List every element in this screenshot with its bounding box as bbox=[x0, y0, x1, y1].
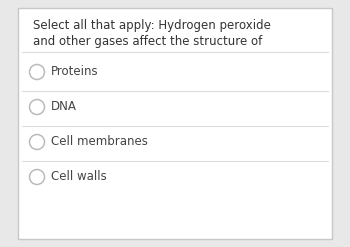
Text: Select all that apply: Hydrogen peroxide: Select all that apply: Hydrogen peroxide bbox=[33, 19, 271, 32]
Circle shape bbox=[29, 100, 44, 115]
Circle shape bbox=[29, 64, 44, 80]
Circle shape bbox=[29, 169, 44, 185]
Text: Cell walls: Cell walls bbox=[51, 170, 107, 183]
Text: DNA: DNA bbox=[51, 100, 77, 113]
FancyBboxPatch shape bbox=[18, 8, 332, 239]
Text: Cell membranes: Cell membranes bbox=[51, 135, 148, 148]
Circle shape bbox=[29, 135, 44, 149]
Text: and other gases affect the structure of: and other gases affect the structure of bbox=[33, 35, 262, 48]
Text: Proteins: Proteins bbox=[51, 65, 99, 78]
